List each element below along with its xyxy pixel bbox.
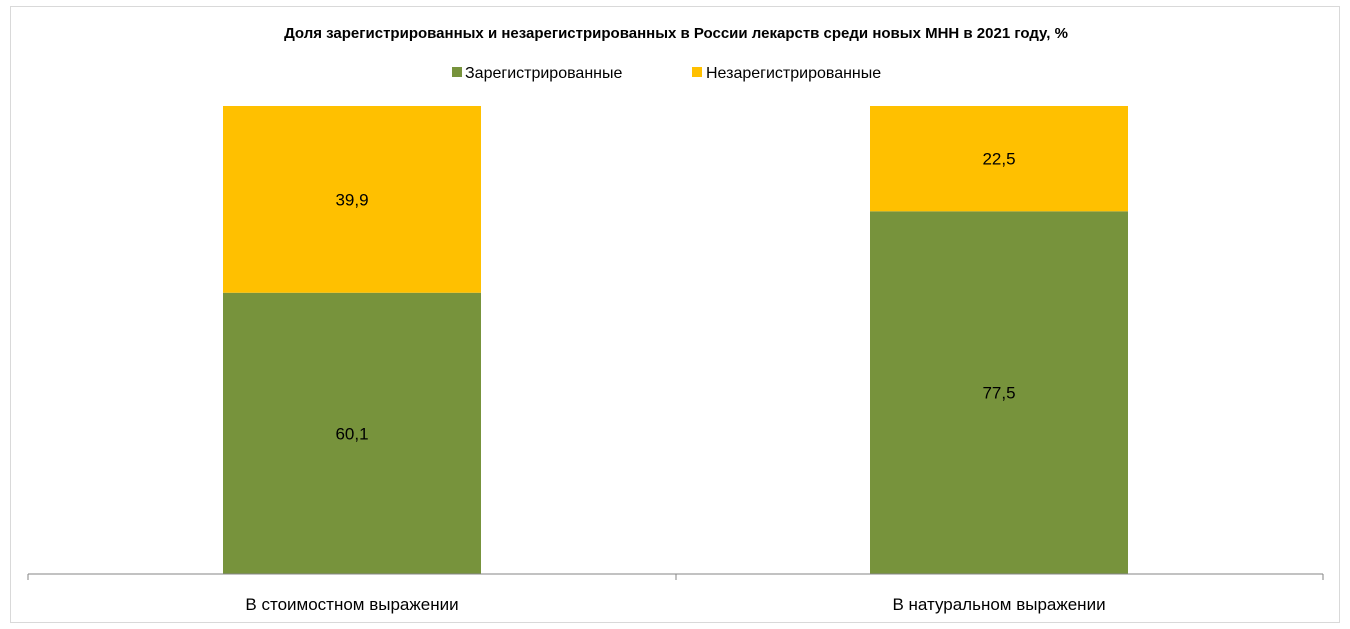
data-label: 60,1 [335, 424, 368, 443]
value-labels-layer: 60,1 39,9 77,5 22,5 [335, 150, 1015, 444]
legend-swatch-registered [452, 67, 462, 77]
bar-segment [223, 106, 481, 293]
bar-segment [870, 106, 1128, 212]
legend-swatch-unregistered [692, 67, 702, 77]
bar-segment [870, 211, 1128, 575]
legend: Зарегистрированные Незарегистрированные [452, 65, 881, 82]
x-axis: В стоимостном выражении В натуральном вы… [27, 573, 1324, 614]
chart-title: Доля зарегистрированных и незарегистриро… [284, 25, 1068, 42]
x-category-label: В натуральном выражении [892, 595, 1105, 614]
data-label: 39,9 [335, 190, 368, 209]
data-label: 77,5 [982, 384, 1015, 403]
x-category-label: В стоимостном выражении [245, 595, 458, 614]
data-label: 22,5 [982, 150, 1015, 169]
bar-segment [223, 292, 481, 574]
bars-layer [223, 106, 1128, 575]
legend-label-unregistered: Незарегистрированные [706, 65, 881, 82]
legend-label-registered: Зарегистрированные [465, 65, 622, 82]
